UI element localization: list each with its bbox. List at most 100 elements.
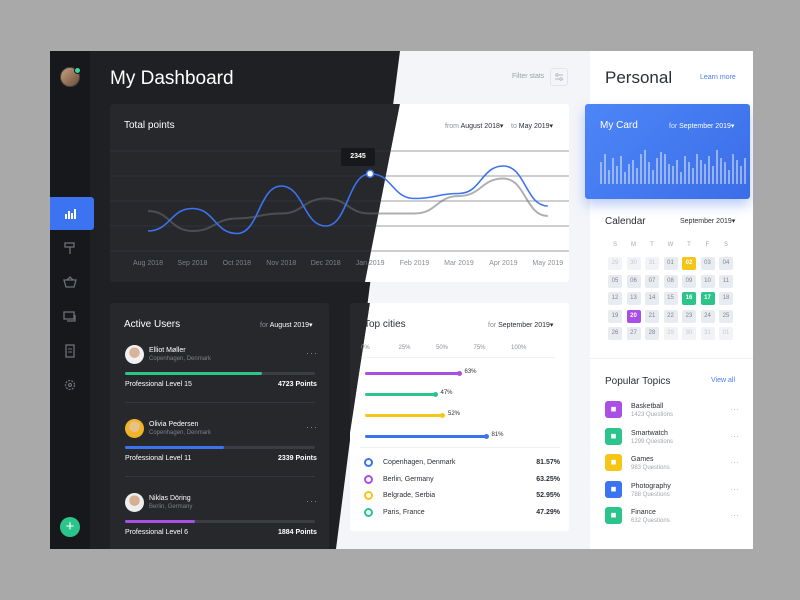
calendar-month[interactable]: September 2019▾ <box>680 217 735 225</box>
more-options-icon[interactable]: ··· <box>306 348 318 358</box>
my-card[interactable]: My Card for September 2019▾ <box>585 104 750 199</box>
calendar-day[interactable]: 30 <box>626 257 641 270</box>
add-button[interactable]: + <box>60 517 80 537</box>
more-options-icon[interactable]: ··· <box>730 404 739 414</box>
topic-row[interactable]: ◼ Smartwatch 1299 Questions ··· <box>605 427 740 448</box>
calendar-day[interactable]: 03 <box>700 257 715 270</box>
my-card-period[interactable]: for September 2019▾ <box>669 122 734 130</box>
user-points: 4723 Points <box>278 381 317 388</box>
topic-row[interactable]: ◼ Basketball 1423 Questions ··· <box>605 401 740 421</box>
city-bar <box>365 372 460 375</box>
gear-icon[interactable] <box>63 378 77 392</box>
level-progress-fill <box>125 520 196 523</box>
paint-roller-icon[interactable] <box>63 241 77 255</box>
calendar-day[interactable]: 31 <box>700 327 715 340</box>
city-row[interactable]: Copenhagen, Denmark 81.57% <box>364 457 560 469</box>
calendar-day[interactable]: 01 <box>719 327 733 340</box>
city-value: 52.95% <box>536 492 560 499</box>
axis-tick-label: 100% <box>511 345 527 351</box>
calendar-day[interactable]: 16 <box>682 292 696 305</box>
basket-icon[interactable] <box>63 275 77 289</box>
axis-tick-label: 0% <box>361 345 370 351</box>
calendar-day[interactable]: 07 <box>645 274 659 288</box>
calendar-day[interactable]: 19 <box>608 309 622 323</box>
topic-row[interactable]: ◼ Finance 632 Questions ··· <box>605 507 740 527</box>
nav-item-dashboard[interactable] <box>50 197 94 230</box>
divider <box>125 402 315 403</box>
calendar-day[interactable]: 10 <box>700 274 715 288</box>
calendar-day[interactable]: 26 <box>608 327 622 340</box>
spark-bar <box>656 158 658 184</box>
calendar-day[interactable]: 11 <box>719 274 733 288</box>
city-bar <box>365 414 443 417</box>
active-users-period[interactable]: for August 2019▾ <box>260 321 313 329</box>
calendar-day[interactable]: 31 <box>645 257 659 270</box>
calendar-day[interactable]: 13 <box>626 292 641 305</box>
more-options-icon[interactable]: ··· <box>730 457 739 467</box>
chevron-down-icon: ▾ <box>309 322 313 329</box>
calendar-day[interactable]: 09 <box>682 274 696 288</box>
calendar-day[interactable]: 18 <box>719 292 733 305</box>
more-options-icon[interactable]: ··· <box>730 483 739 494</box>
more-options-icon[interactable]: ··· <box>306 422 318 432</box>
city-row[interactable]: Belgrade, Serbia 52.95% <box>364 490 560 502</box>
city-bar-label: 63% <box>464 369 477 375</box>
calendar-day[interactable]: 14 <box>645 292 659 305</box>
calendar-day[interactable]: 22 <box>663 309 678 323</box>
calendar-day[interactable]: 02 <box>682 257 696 270</box>
weekday-label: T <box>687 242 691 248</box>
topic-row[interactable]: ◼ Photography 788 Questions ··· <box>605 480 740 501</box>
more-options-icon[interactable]: ··· <box>730 430 739 441</box>
weekday-label: F <box>705 242 710 248</box>
calendar-day[interactable]: 20 <box>626 309 641 323</box>
active-users-title: Active Users <box>124 319 181 330</box>
city-row[interactable]: Berlin, Germany 63.25% <box>364 474 560 486</box>
date-range-to[interactable]: to May 2019▾ <box>511 122 553 130</box>
calendar-day[interactable]: 24 <box>700 309 715 323</box>
sliders-icon <box>555 73 563 81</box>
calendar-day[interactable]: 12 <box>608 292 622 305</box>
filter-stats-label[interactable]: Filter stats <box>512 73 545 80</box>
x-tick-label: Sep 2018 <box>177 260 207 267</box>
calendar-day[interactable]: 21 <box>645 309 659 323</box>
watch-icon: ◼ <box>605 427 622 445</box>
calendar-day[interactable]: 05 <box>608 274 622 288</box>
document-icon[interactable] <box>63 344 77 358</box>
highlight-point[interactable] <box>365 169 375 178</box>
calendar-day[interactable]: 01 <box>663 257 678 270</box>
topic-name: Games <box>631 456 654 463</box>
calendar-day[interactable]: 29 <box>663 327 678 340</box>
spark-bar <box>612 158 614 184</box>
calendar-day[interactable]: 30 <box>682 327 696 340</box>
active-users-card <box>110 303 329 549</box>
city-name: Copenhagen, Denmark <box>383 459 456 466</box>
topic-count: 983 Questions <box>631 465 670 471</box>
calendar-day[interactable]: 25 <box>719 309 733 323</box>
learn-more-link[interactable]: Learn more <box>700 74 736 81</box>
calendar-day[interactable]: 29 <box>608 257 622 270</box>
calendar-day[interactable]: 06 <box>626 274 641 288</box>
level-progress <box>125 372 315 375</box>
city-bar-end <box>483 434 489 439</box>
calendar-day[interactable]: 04 <box>719 257 733 270</box>
user-points: 1884 Points <box>278 529 317 536</box>
topic-row[interactable]: ◼ Games 983 Questions ··· <box>605 454 740 474</box>
city-bar-label: 81% <box>491 432 504 438</box>
calendar-day[interactable]: 23 <box>682 309 696 323</box>
for-label: for <box>260 322 269 329</box>
city-row[interactable]: Paris, France 47.29% <box>364 507 560 519</box>
more-options-icon[interactable]: ··· <box>730 510 739 520</box>
top-cities-period[interactable]: for September 2019▾ <box>488 321 553 329</box>
view-all-link[interactable]: View all <box>711 377 735 384</box>
filter-stats-button[interactable] <box>550 68 568 86</box>
more-options-icon[interactable]: ··· <box>306 496 318 506</box>
spark-bar <box>740 166 742 184</box>
calendar-day[interactable]: 17 <box>700 292 715 305</box>
chat-icon[interactable] <box>63 310 77 324</box>
calendar-day[interactable]: 28 <box>645 327 659 340</box>
calendar-day[interactable]: 08 <box>663 274 678 288</box>
calendar-day[interactable]: 27 <box>626 327 641 340</box>
spark-bar <box>620 156 622 184</box>
calendar-day[interactable]: 15 <box>663 292 678 305</box>
date-range-from[interactable]: from August 2018▾ <box>445 122 503 130</box>
